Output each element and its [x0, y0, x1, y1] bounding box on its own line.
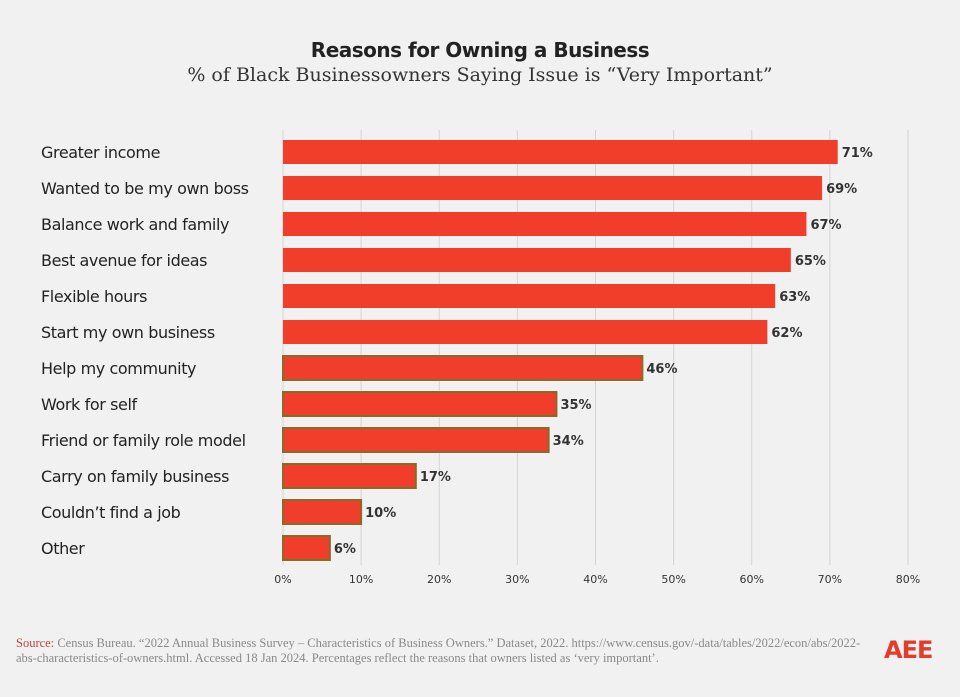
bar-chart: 0% 10% 20% 30% 40% 50% 60% 70% 80% Greater income…: [41, 130, 920, 586]
bar: [283, 248, 791, 272]
bar: [283, 212, 807, 236]
category-label: Best avenue for ideas: [41, 251, 207, 270]
x-tick-label: 80%: [896, 573, 920, 586]
bar: [282, 427, 550, 453]
category-label: Help my community: [41, 359, 196, 378]
category-label: Friend or family role model: [41, 431, 246, 450]
category-label: Greater income: [41, 143, 160, 162]
aee-logo: AEE: [884, 636, 933, 664]
category-label: Flexible hours: [41, 287, 147, 306]
data-label: 17%: [420, 470, 451, 485]
source-note: Source: Census Bureau. “2022 Annual Busi…: [16, 636, 876, 666]
data-label: 69%: [826, 182, 857, 197]
category-label: Couldn’t find a job: [41, 503, 181, 522]
bar: [282, 535, 331, 561]
data-label: 62%: [771, 326, 802, 341]
x-tick-label: 60%: [740, 573, 764, 586]
x-tick-label: 20%: [427, 573, 451, 586]
data-label: 35%: [560, 398, 591, 413]
data-label: 34%: [553, 434, 584, 449]
bar: [282, 463, 417, 489]
bar: [283, 140, 838, 164]
x-tick-label: 70%: [818, 573, 842, 586]
bar: [282, 391, 558, 417]
data-label: 10%: [365, 506, 396, 521]
category-label: Work for self: [41, 395, 138, 414]
bar: [282, 355, 644, 381]
category-label: Carry on family business: [41, 467, 229, 486]
source-label: Source:: [16, 636, 55, 650]
data-label: 65%: [795, 254, 826, 269]
category-label: Start my own business: [41, 323, 215, 342]
data-label: 71%: [842, 146, 873, 161]
bar: [283, 176, 823, 200]
data-label: 6%: [334, 542, 356, 557]
category-label: Balance work and family: [41, 215, 229, 234]
data-label: 63%: [779, 290, 810, 305]
bar: [282, 499, 363, 525]
x-tick-label: 30%: [505, 573, 529, 586]
bar: [283, 320, 768, 344]
category-label: Wanted to be my own boss: [41, 179, 249, 198]
data-label: 46%: [646, 362, 677, 377]
data-label: 67%: [810, 218, 841, 233]
x-tick-label: 40%: [583, 573, 607, 586]
category-label: Other: [41, 539, 85, 558]
x-tick-label: 10%: [349, 573, 373, 586]
chart-subtitle: % of Black Businessowners Saying Issue i…: [187, 64, 773, 86]
x-tick-label: 0%: [274, 573, 291, 586]
x-tick-label: 50%: [661, 573, 685, 586]
chart-title: Reasons for Owning a Business: [310, 38, 650, 62]
source-text: Census Bureau. “2022 Annual Business Sur…: [16, 636, 861, 665]
bar: [283, 284, 776, 308]
